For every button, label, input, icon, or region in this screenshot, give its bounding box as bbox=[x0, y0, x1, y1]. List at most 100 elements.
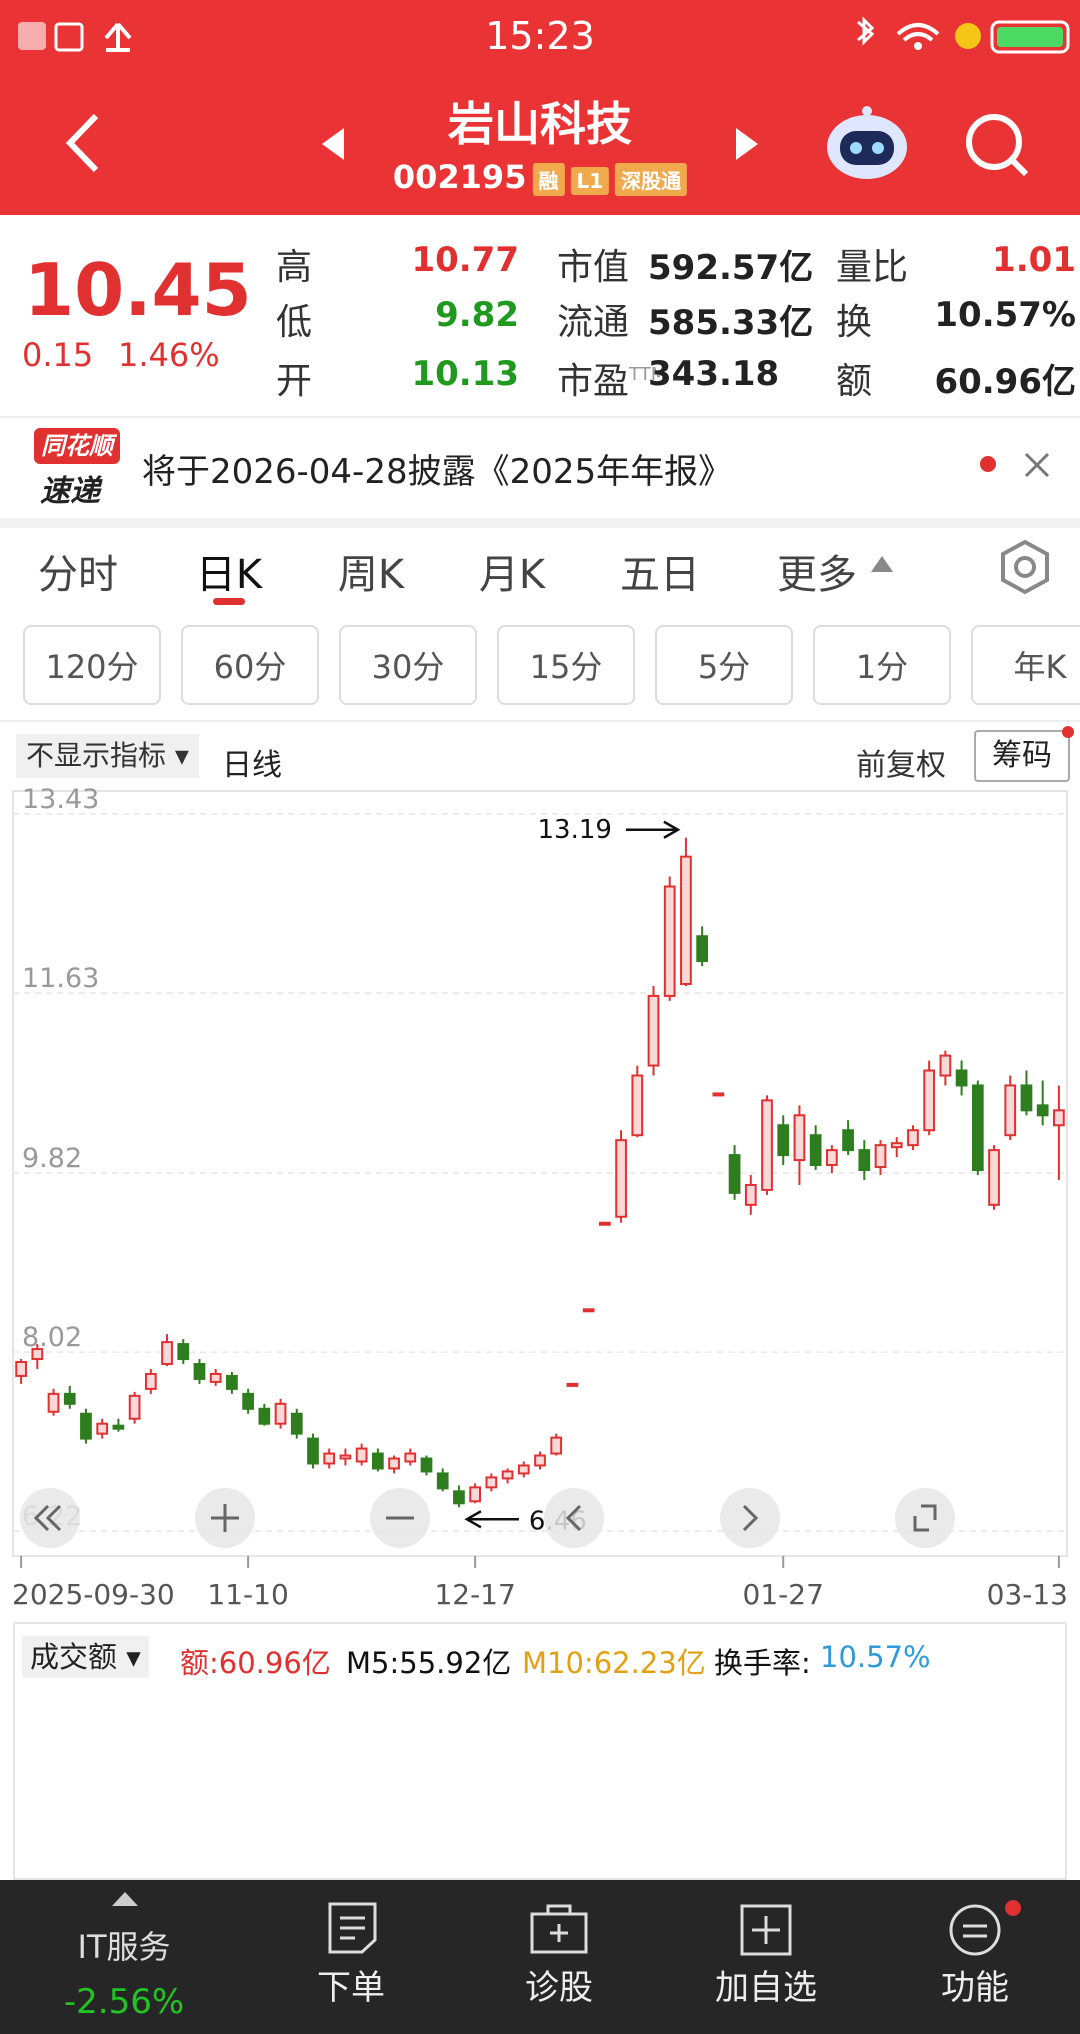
bottom-nav bbox=[0, 1880, 1080, 2034]
nav-item[interactable]: 下单 bbox=[317, 1968, 385, 2008]
badge: 融 bbox=[532, 163, 565, 196]
status-time: 15:23 bbox=[485, 14, 595, 58]
stat-value: 1.01 bbox=[992, 240, 1076, 280]
candle-body bbox=[517, 1464, 530, 1475]
period-button[interactable]: 120分 bbox=[23, 625, 161, 705]
search-button[interactable] bbox=[962, 110, 1032, 180]
back-button[interactable] bbox=[60, 110, 110, 176]
candle-body bbox=[226, 1374, 238, 1390]
period-button[interactable]: 1分 bbox=[813, 625, 951, 705]
y-tick-label: 9.82 bbox=[22, 1143, 82, 1174]
candle-body bbox=[15, 1361, 27, 1377]
turnover: 10.57% bbox=[820, 1640, 931, 1674]
stat-label: 市值 bbox=[557, 247, 630, 288]
prev-stock[interactable] bbox=[318, 124, 348, 164]
left-button[interactable] bbox=[544, 1488, 604, 1548]
nav-item[interactable]: 加自选 bbox=[715, 1968, 817, 2008]
tab[interactable]: 更多 bbox=[777, 552, 857, 598]
volume-m5: M5:55.92亿 bbox=[346, 1646, 512, 1680]
period-button[interactable]: 60分 bbox=[181, 625, 319, 705]
tab[interactable]: 周K bbox=[337, 552, 405, 598]
notice-logo-top: 同花顺 bbox=[34, 428, 120, 464]
change: 0.15 bbox=[22, 336, 94, 374]
candle-body bbox=[128, 1394, 141, 1420]
candle-body bbox=[63, 1392, 76, 1405]
robot-icon[interactable] bbox=[822, 105, 912, 185]
notice-dot bbox=[980, 456, 996, 472]
tab[interactable]: 五日 bbox=[620, 552, 700, 598]
period-button[interactable]: 30分 bbox=[339, 625, 477, 705]
stat-value: 585.33亿 bbox=[648, 303, 814, 343]
candle-body bbox=[420, 1457, 433, 1473]
candle-body bbox=[1020, 1084, 1033, 1112]
zoom-out-button[interactable] bbox=[370, 1488, 430, 1548]
candle-body bbox=[631, 1074, 644, 1137]
next-stock[interactable] bbox=[732, 124, 762, 164]
candle-body bbox=[534, 1454, 546, 1467]
period-button[interactable]: 5分 bbox=[655, 625, 793, 705]
tab-arrow bbox=[871, 556, 893, 572]
candle-body bbox=[550, 1436, 563, 1455]
candle-body bbox=[761, 1099, 773, 1191]
candle-body bbox=[696, 935, 709, 963]
candle-body bbox=[663, 885, 676, 997]
period-button[interactable]: 15分 bbox=[497, 625, 635, 705]
stat-value: 10.13 bbox=[411, 354, 519, 394]
stock-code-line: 002195 融 L1 深股通 bbox=[393, 158, 688, 196]
badge: 深股通 bbox=[615, 163, 688, 196]
sector-arrow bbox=[112, 1892, 138, 1906]
stat-label: 市盈TTM bbox=[557, 361, 667, 402]
y-tick-label: 8.02 bbox=[22, 1322, 82, 1353]
notice-close[interactable] bbox=[1022, 450, 1052, 480]
tab[interactable]: 月K bbox=[478, 552, 546, 598]
line-label: 日线 bbox=[222, 748, 282, 783]
status-icons-left bbox=[18, 22, 132, 52]
candle-body bbox=[1004, 1084, 1017, 1137]
candle-body bbox=[842, 1129, 854, 1152]
adjust-button[interactable]: 前复权 bbox=[856, 748, 946, 783]
candle-body bbox=[1036, 1104, 1049, 1117]
candle-body bbox=[177, 1343, 190, 1361]
indicator-select[interactable]: 不显示指标 ▾ bbox=[16, 734, 199, 778]
candle-body bbox=[793, 1114, 806, 1162]
tab[interactable]: 分时 bbox=[38, 552, 118, 598]
volume-select[interactable]: 成交额 ▾ bbox=[22, 1636, 149, 1678]
period-button[interactable]: 年K bbox=[971, 625, 1080, 705]
max-arrow bbox=[625, 820, 681, 839]
candle-body bbox=[96, 1422, 109, 1435]
turnover-label: 换手率: bbox=[714, 1646, 811, 1680]
x-tick-label: 2025-09-30 bbox=[12, 1578, 175, 1611]
candle-body bbox=[339, 1454, 352, 1460]
candle-body bbox=[388, 1457, 400, 1470]
candle-body bbox=[874, 1144, 887, 1169]
candle-body bbox=[615, 1139, 627, 1218]
zoom-in-button[interactable] bbox=[195, 1488, 255, 1548]
divider bbox=[0, 720, 1080, 722]
fullscreen-button[interactable] bbox=[895, 1488, 955, 1548]
chips-button[interactable]: 筹码 bbox=[974, 730, 1070, 782]
notice-text[interactable]: 将于2026-04-28披露《2025年年报》 bbox=[142, 452, 733, 492]
volume-panel bbox=[13, 1622, 1067, 1880]
candle-body bbox=[728, 1154, 741, 1194]
stat-label: 额 bbox=[836, 361, 873, 402]
candle-body bbox=[31, 1348, 44, 1361]
stat-label: 流通 bbox=[557, 302, 630, 343]
stat-label: 量比 bbox=[836, 247, 909, 288]
candle-body bbox=[258, 1407, 271, 1425]
candle-body bbox=[274, 1402, 287, 1425]
candle-body bbox=[47, 1392, 60, 1413]
badge: L1 bbox=[570, 167, 610, 195]
nav-item[interactable]: 功能 bbox=[941, 1968, 1009, 2008]
right-button[interactable] bbox=[720, 1488, 780, 1548]
settings-button[interactable] bbox=[997, 538, 1053, 596]
candle-body bbox=[582, 1308, 595, 1313]
candle-body bbox=[485, 1476, 498, 1489]
tab[interactable]: 日K bbox=[195, 552, 263, 598]
sector-name[interactable]: IT服务 bbox=[77, 1928, 171, 1966]
y-tick-label: 11.63 bbox=[22, 963, 99, 994]
candle-body bbox=[112, 1424, 125, 1430]
rewind-button[interactable] bbox=[20, 1488, 80, 1548]
volume-amount: 额:60.96亿 bbox=[180, 1646, 331, 1680]
nav-item[interactable]: 诊股 bbox=[525, 1968, 593, 2008]
x-tick-label: 01-27 bbox=[743, 1578, 824, 1611]
